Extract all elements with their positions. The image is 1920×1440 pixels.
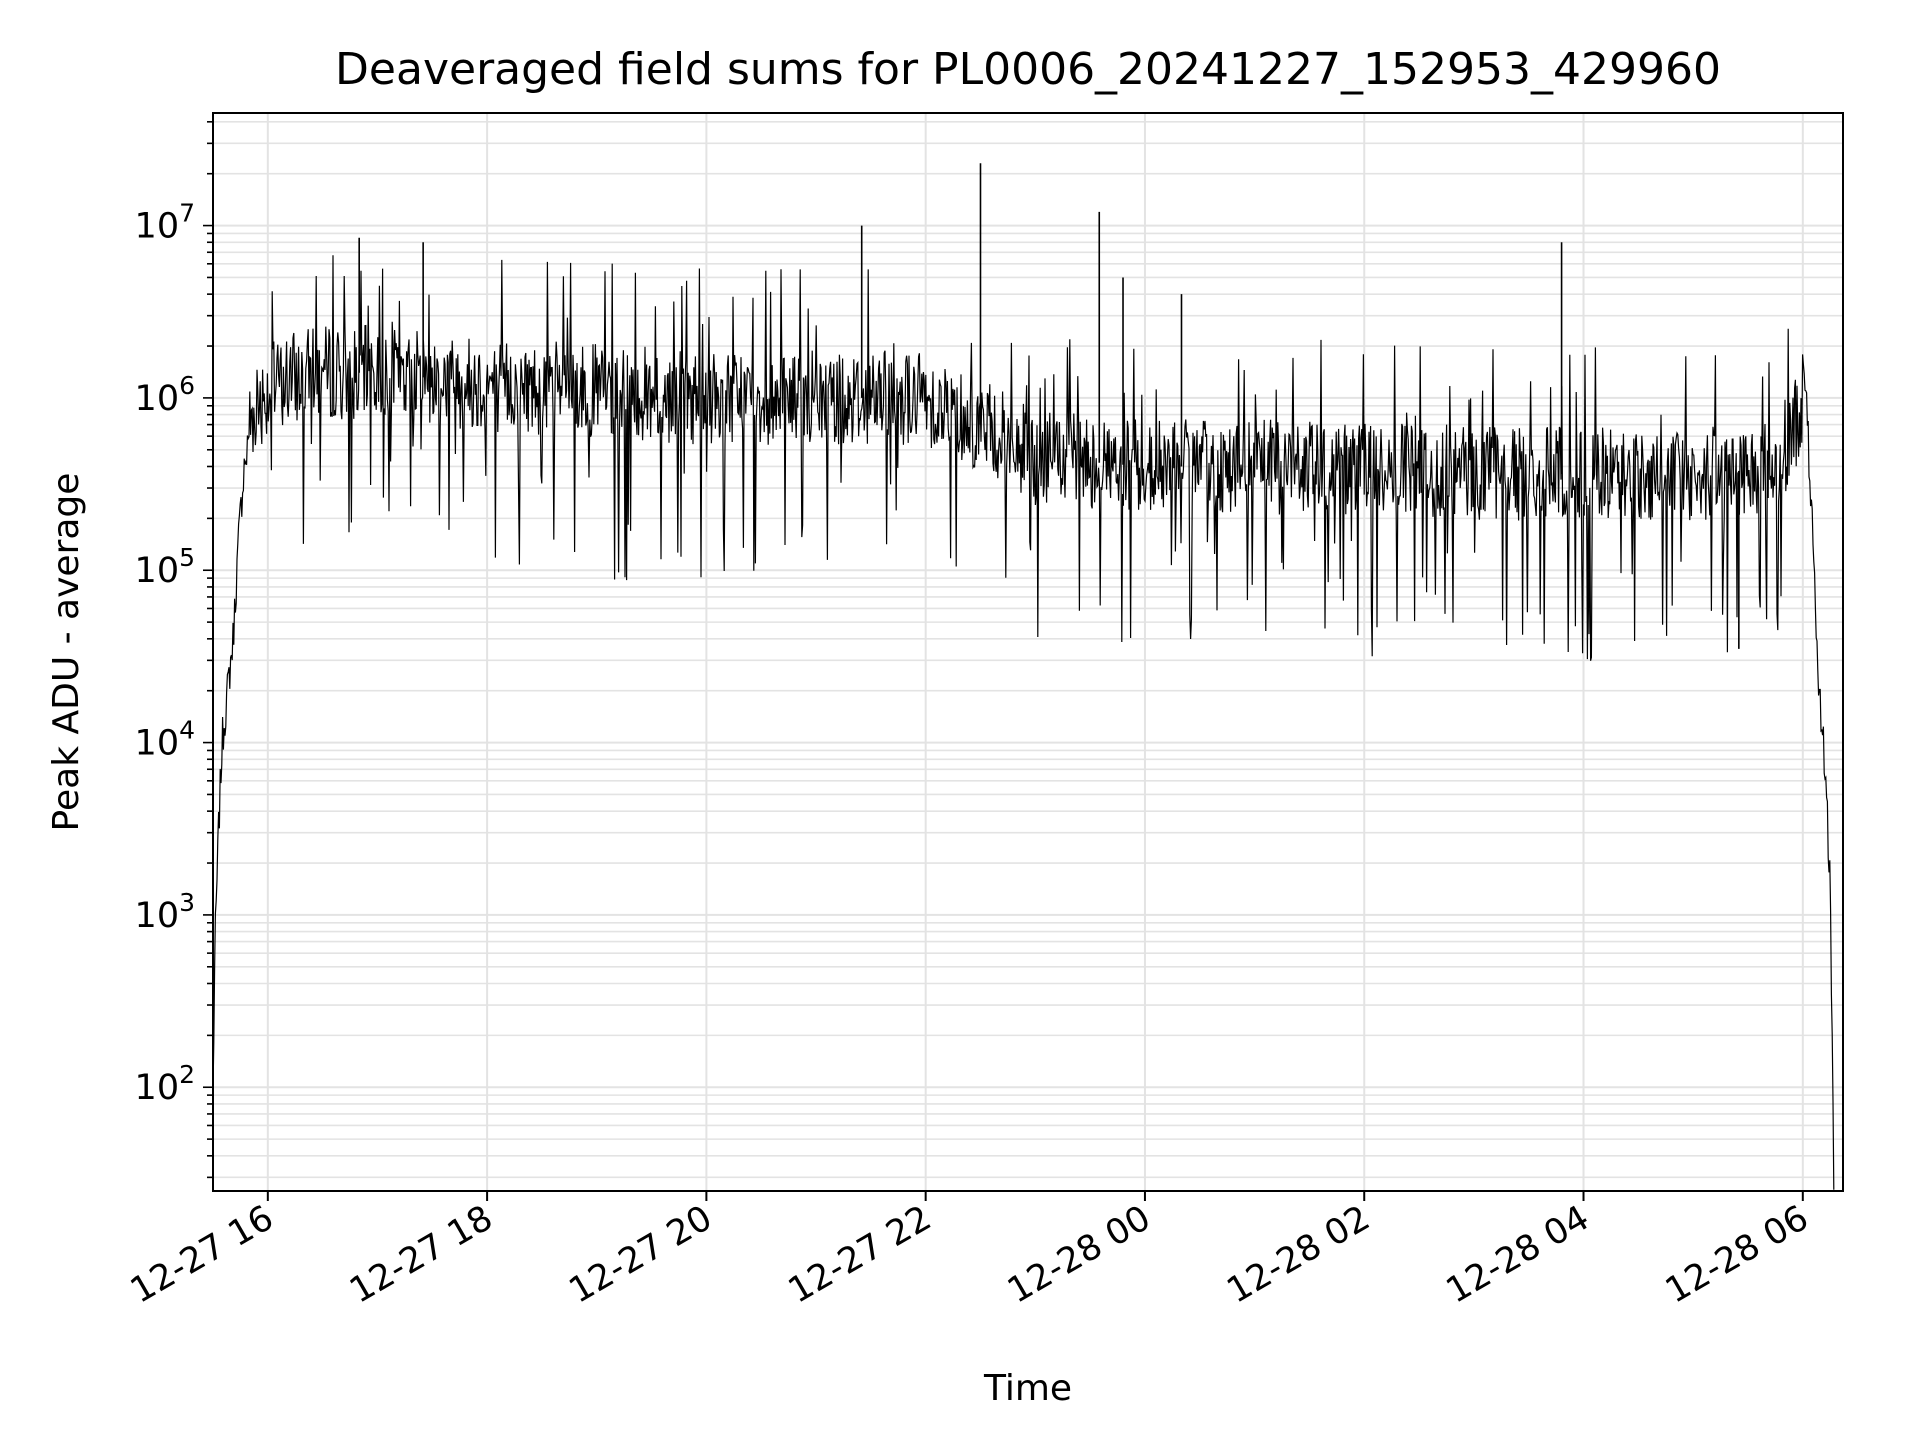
grid-lines <box>213 113 1843 1191</box>
y-tick-label: 104 <box>135 716 195 764</box>
y-tick-label: 102 <box>135 1060 195 1108</box>
y-axis-label: Peak ADU - average <box>46 473 87 832</box>
x-axis-label: Time <box>983 1368 1072 1409</box>
plot-frame <box>212 112 1844 1192</box>
data-series-line <box>212 255 1835 1190</box>
chart-title: Deaveraged field sums for PL0006_2024122… <box>335 44 1721 95</box>
series-layer <box>212 163 1835 1190</box>
y-tick-label: 107 <box>135 199 195 247</box>
y-tick-label: 103 <box>135 888 195 936</box>
y-tick-label: 106 <box>135 371 195 419</box>
y-tick-label: 105 <box>135 543 195 591</box>
